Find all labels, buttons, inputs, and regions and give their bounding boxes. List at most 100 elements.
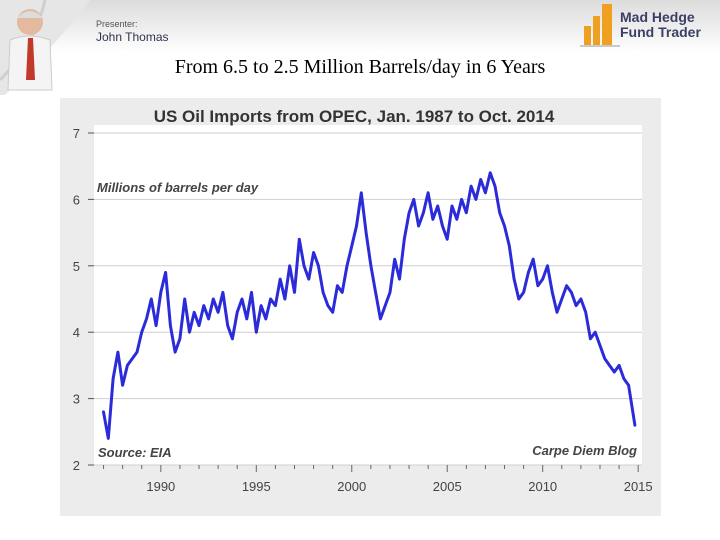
data-point	[403, 238, 406, 240]
data-point	[498, 211, 501, 214]
data-point	[413, 198, 415, 201]
data-point	[599, 344, 601, 347]
data-point	[327, 304, 329, 307]
data-point	[150, 298, 153, 300]
data-point	[203, 304, 205, 307]
data-point	[317, 265, 320, 267]
source-note: Source: EIA	[98, 445, 172, 460]
data-point	[140, 331, 143, 333]
data-point	[436, 205, 439, 207]
data-point	[608, 364, 611, 367]
data-point	[117, 351, 119, 353]
data-point	[102, 411, 105, 413]
data-point	[269, 298, 272, 300]
data-point	[432, 218, 434, 221]
data-point	[322, 291, 324, 294]
data-point	[627, 384, 630, 387]
brand-line2: Fund Trader	[620, 24, 701, 40]
presenter-label: Presenter:	[96, 19, 138, 29]
data-point	[446, 238, 449, 240]
data-point	[384, 304, 387, 307]
data-point	[107, 437, 110, 440]
data-point	[532, 258, 534, 260]
data-point	[341, 291, 344, 294]
data-point	[393, 258, 396, 260]
data-point	[365, 231, 367, 234]
data-point	[169, 324, 172, 327]
data-point	[250, 291, 253, 294]
x-tick-label: 2015	[624, 479, 653, 494]
y-tick-label: 6	[73, 192, 80, 207]
data-point	[522, 291, 525, 294]
data-point	[470, 185, 472, 187]
data-point	[634, 424, 636, 427]
data-point	[580, 298, 582, 300]
y-tick-label: 5	[73, 259, 80, 274]
data-point	[594, 331, 596, 333]
data-point	[121, 384, 124, 387]
x-tick-label: 2000	[337, 479, 366, 494]
data-point	[293, 291, 296, 294]
data-point	[198, 324, 200, 327]
data-point	[475, 198, 477, 201]
data-point	[260, 304, 262, 307]
presenter-name: John Thomas	[96, 30, 169, 44]
data-point	[398, 278, 401, 280]
data-point	[222, 291, 224, 294]
data-point	[417, 225, 420, 227]
slide-title: From 6.5 to 2.5 Million Barrels/day in 6…	[174, 56, 546, 78]
data-point	[503, 225, 506, 227]
data-point	[441, 225, 444, 227]
brand-name: Mad Hedge Fund Trader	[620, 10, 701, 40]
data-point	[308, 278, 310, 280]
data-point	[346, 265, 348, 267]
data-point	[427, 192, 429, 194]
data-point	[155, 324, 157, 327]
data-point	[456, 218, 458, 221]
data-point	[556, 311, 558, 314]
data-point	[255, 331, 258, 333]
data-point	[618, 364, 620, 367]
brand-logo-icon	[580, 4, 620, 47]
data-point	[374, 291, 377, 294]
data-point	[379, 318, 382, 320]
data-point	[570, 291, 573, 294]
data-point	[207, 318, 210, 320]
data-point	[451, 205, 453, 207]
data-point	[561, 298, 563, 300]
data-point	[303, 265, 305, 267]
data-point	[370, 265, 372, 267]
y-axis-label: Millions of barrels per day	[97, 180, 259, 195]
data-point	[623, 377, 625, 380]
data-point	[126, 364, 129, 367]
series-line	[102, 171, 637, 440]
data-point	[274, 304, 277, 307]
data-point	[508, 245, 511, 247]
data-point	[360, 192, 363, 194]
brand-line1: Mad Hedge	[620, 9, 695, 25]
data-point	[179, 338, 181, 340]
data-point	[241, 298, 243, 300]
data-point	[351, 245, 353, 247]
y-tick-label: 7	[73, 126, 80, 141]
data-point	[613, 371, 616, 373]
data-point	[331, 311, 334, 314]
data-point	[565, 284, 568, 287]
x-tick-label: 2010	[528, 479, 557, 494]
data-point	[312, 251, 315, 254]
data-point	[584, 311, 587, 314]
data-point	[131, 358, 133, 360]
data-point	[527, 271, 530, 274]
data-point	[212, 298, 215, 300]
data-point	[408, 211, 410, 214]
data-point	[265, 318, 267, 320]
data-point	[355, 225, 358, 227]
data-point	[236, 311, 238, 314]
data-point	[164, 271, 167, 274]
chart-title: US Oil Imports from OPEC, Jan. 1987 to O…	[154, 107, 555, 126]
data-point	[546, 265, 549, 267]
data-point	[246, 318, 248, 320]
y-tick-label: 3	[73, 392, 80, 407]
data-point	[589, 338, 592, 340]
y-tick-label: 2	[73, 458, 80, 473]
